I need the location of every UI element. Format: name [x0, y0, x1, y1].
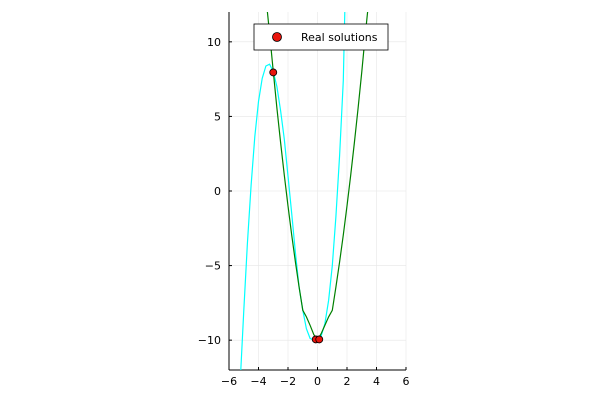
x-tick-label-4: 2	[344, 375, 351, 388]
y-tick-label-1: −5	[205, 260, 221, 273]
x-tick-label-5: 4	[373, 375, 380, 388]
y-tick-label-2: 0	[214, 185, 221, 198]
y-tick-label-0: −10	[198, 334, 221, 347]
legend-marker	[272, 32, 282, 42]
x-tick-label-1: −4	[250, 375, 266, 388]
y-tick-label-4: 10	[207, 36, 221, 49]
x-tick-label-2: −2	[280, 375, 296, 388]
legend-label: Real solutions	[301, 31, 378, 44]
x-tick-label-6: 6	[403, 375, 410, 388]
scatter-point-2	[315, 335, 324, 344]
x-tick-label-3: 0	[314, 375, 321, 388]
series-line-0	[240, 12, 346, 370]
scatter-point-0	[269, 68, 278, 77]
y-tick-label-3: 5	[214, 110, 221, 123]
x-tick-label-0: −6	[221, 375, 237, 388]
